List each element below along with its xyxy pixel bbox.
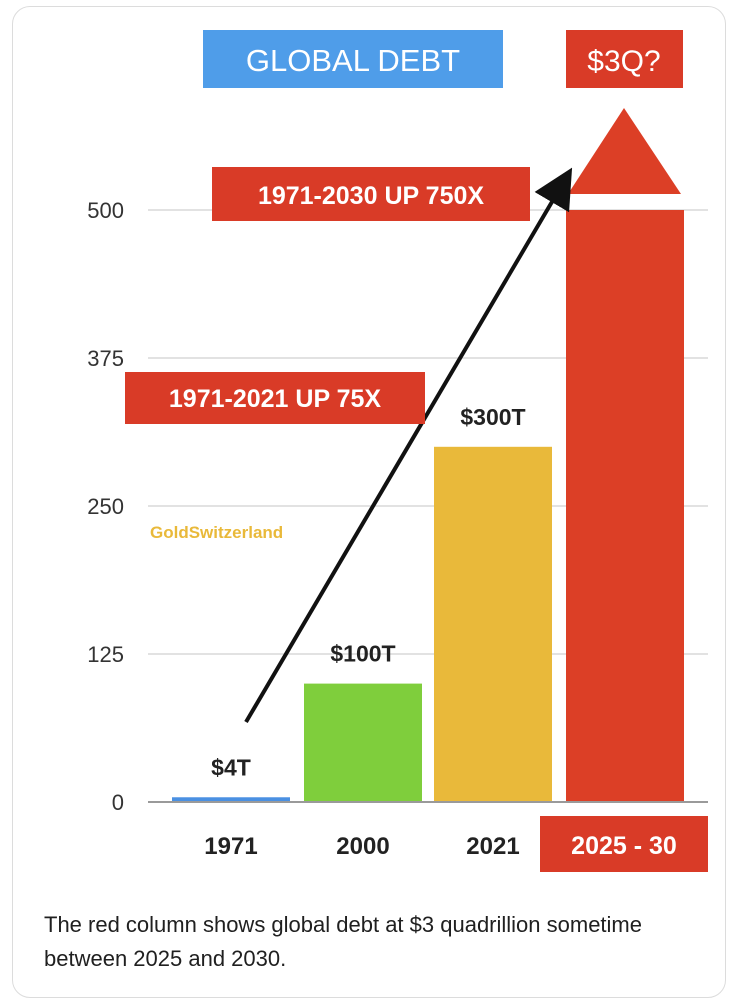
y-tick-label: 0 bbox=[112, 790, 124, 815]
bar-data-label: $100T bbox=[330, 641, 395, 667]
y-tick-label: 375 bbox=[87, 346, 124, 371]
bar-data-label: $4T bbox=[211, 754, 251, 780]
watermark-text: GoldSwitzerland bbox=[150, 523, 283, 542]
x-tick-label: 2021 bbox=[466, 833, 519, 860]
bar-2025-30 bbox=[566, 210, 684, 802]
projection-label: $3Q? bbox=[587, 45, 660, 78]
bar-2000 bbox=[304, 683, 422, 802]
x-label-box bbox=[540, 816, 708, 872]
annotation-75x: 1971-2021 UP 75X bbox=[169, 385, 382, 413]
growth-arrow bbox=[244, 167, 573, 724]
caption-text: The red column shows global debt at $3 q… bbox=[44, 912, 642, 971]
chart-title: GLOBAL DEBT bbox=[246, 43, 460, 78]
bar-1971 bbox=[172, 797, 290, 802]
bar-data-label: $300T bbox=[460, 404, 525, 430]
y-tick-label: 125 bbox=[87, 642, 124, 667]
y-tick-label: 250 bbox=[87, 494, 124, 519]
projection-label-box bbox=[566, 30, 683, 88]
projection-triangle bbox=[568, 108, 681, 194]
annotation-box-75x bbox=[125, 372, 425, 424]
x-tick-label: 2000 bbox=[336, 833, 389, 860]
x-tick-label: 1971 bbox=[204, 833, 257, 860]
annotation-box-750x bbox=[212, 167, 530, 221]
x-tick-label: 2025 - 30 bbox=[571, 832, 677, 860]
y-tick-label: 500 bbox=[87, 198, 124, 223]
global-debt-chart: 0 125 250 375 500 GoldSwitzerland $4T $100T $300… bbox=[87, 30, 708, 872]
annotation-750x: 1971-2030 UP 750X bbox=[258, 182, 484, 210]
bar-2021 bbox=[434, 446, 552, 802]
title-box bbox=[203, 30, 503, 88]
